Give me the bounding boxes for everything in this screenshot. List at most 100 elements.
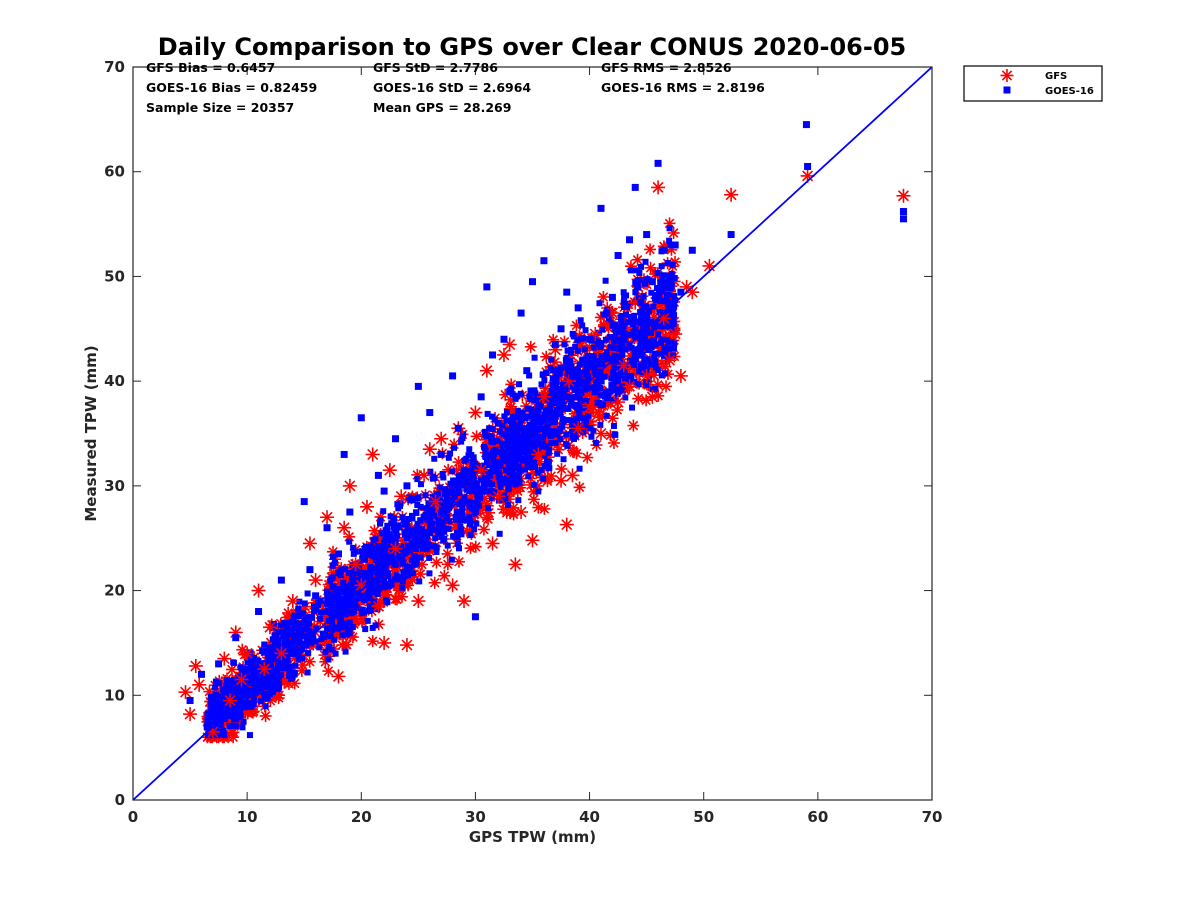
goes16-point <box>267 684 274 691</box>
goes16-point <box>385 534 392 541</box>
goes16-point <box>339 609 346 616</box>
goes16-point <box>343 591 350 598</box>
goes16-point <box>559 415 566 422</box>
goes16-point <box>290 614 297 621</box>
goes16-point <box>643 311 650 318</box>
goes16-point <box>423 505 430 512</box>
goes16-point <box>442 486 449 493</box>
goes16-point <box>227 679 234 686</box>
gfs-point <box>555 463 568 476</box>
goes16-point <box>231 711 238 718</box>
goes16-point <box>396 555 403 562</box>
goes16-point <box>541 417 548 424</box>
goes16-point <box>249 691 256 698</box>
goes16-point <box>419 536 426 543</box>
goes16-point <box>391 558 398 565</box>
goes16-point <box>671 275 678 282</box>
goes16-point <box>535 488 542 495</box>
goes16-point <box>671 297 678 304</box>
gfs-point <box>274 646 289 661</box>
goes16-point <box>530 423 537 430</box>
goes16-point <box>662 278 669 285</box>
goes16-point <box>597 374 604 381</box>
goes16-point <box>627 267 634 274</box>
goes16-point <box>204 716 211 723</box>
axes-box <box>132 66 933 801</box>
gfs-point <box>382 463 397 478</box>
goes16-point <box>311 608 318 615</box>
goes16-point <box>585 364 592 371</box>
goes16-point <box>427 526 434 533</box>
goes16-point <box>615 324 622 331</box>
goes16-point <box>403 529 410 536</box>
goes16-point <box>458 531 465 538</box>
gfs-point <box>514 505 529 520</box>
stat-label: Sample Size = 20357 <box>146 100 294 115</box>
goes16-point <box>303 623 310 630</box>
goes16-point <box>330 553 337 560</box>
goes16-point <box>447 450 454 457</box>
goes16-point <box>575 393 582 400</box>
goes16-point <box>472 460 479 467</box>
gfs-point <box>644 261 657 274</box>
goes16-point <box>227 685 234 692</box>
goes16-point <box>300 610 307 617</box>
goes16-point <box>640 326 647 333</box>
goes16-point <box>666 237 673 244</box>
goes16-point <box>546 446 553 453</box>
goes16-point <box>417 503 424 510</box>
goes16-point <box>352 601 359 608</box>
goes16-point <box>638 263 645 270</box>
goes16-point <box>477 393 485 401</box>
goes16-point <box>248 666 255 673</box>
goes16-point <box>270 673 277 680</box>
goes16-point <box>570 333 577 340</box>
goes16-point <box>374 606 381 613</box>
goes16-point <box>658 372 665 379</box>
goes16-point <box>381 564 388 571</box>
goes16-point <box>636 329 643 336</box>
goes16-point <box>382 527 389 534</box>
gfs-point <box>438 569 451 582</box>
goes16-point <box>643 303 650 310</box>
goes16-point <box>346 508 354 516</box>
goes16-point <box>358 574 365 581</box>
goes16-point <box>411 553 418 560</box>
gfs-point <box>482 513 495 526</box>
goes16-point <box>533 393 540 400</box>
goes16-point <box>359 606 366 613</box>
goes16-point <box>604 392 611 399</box>
goes16-point <box>244 703 251 710</box>
goes16-point <box>568 417 575 424</box>
goes16-point <box>327 633 334 640</box>
goes16-point <box>372 535 379 542</box>
goes16-point <box>500 335 508 343</box>
goes16-point <box>305 634 312 641</box>
y-tick-label: 20 <box>104 582 125 600</box>
goes16-point <box>376 520 383 527</box>
goes16-point <box>580 397 587 404</box>
goes16-point <box>239 690 246 697</box>
goes16-point <box>216 680 223 687</box>
goes16-point <box>620 299 627 306</box>
goes16-point <box>646 307 653 314</box>
goes16-point <box>553 370 560 377</box>
goes16-point <box>507 457 514 464</box>
gfs-point <box>660 380 673 393</box>
goes16-point <box>541 453 548 460</box>
goes16-point <box>274 673 281 680</box>
goes16-point <box>445 525 452 532</box>
goes16-point <box>323 524 331 532</box>
goes16-point <box>612 397 619 404</box>
gfs-point <box>377 635 392 650</box>
goes16-point <box>248 687 255 694</box>
goes16-point <box>525 437 532 444</box>
gfs-point <box>422 442 437 457</box>
goes16-point <box>603 349 610 356</box>
goes16-point <box>518 413 525 420</box>
goes16-point <box>217 721 224 728</box>
goes16-point <box>563 355 570 362</box>
goes16-point <box>435 530 442 537</box>
goes16-point <box>400 559 407 566</box>
goes16-point <box>496 477 503 484</box>
